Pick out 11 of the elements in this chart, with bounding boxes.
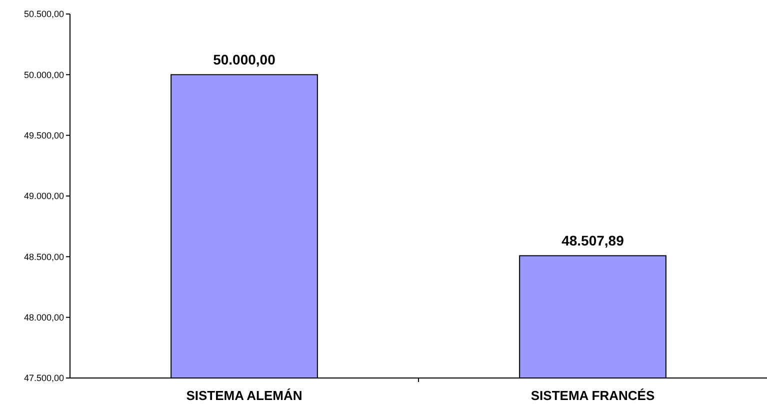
x-tick-label: SISTEMA FRANCÉS — [530, 388, 655, 403]
data-label: 48.507,89 — [562, 232, 624, 249]
y-tick-label: 50.500,00 — [24, 9, 64, 20]
y-tick-label: 48.000,00 — [24, 312, 64, 322]
y-tick-label: 50.000,00 — [24, 70, 64, 80]
data-label: 50.000,00 — [213, 52, 276, 68]
x-tick-label: SISTEMA ALEMÁN — [186, 388, 302, 403]
y-tick-label: 48.500,00 — [24, 252, 64, 262]
y-tick-label: 49.500,00 — [24, 130, 64, 140]
y-tick-label: 47.500,00 — [24, 373, 64, 384]
y-tick-label: 49.000,00 — [24, 191, 64, 202]
